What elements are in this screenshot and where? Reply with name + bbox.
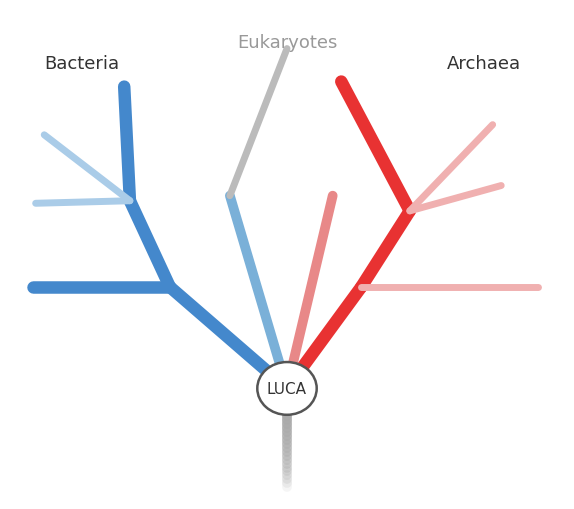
Circle shape [257, 362, 317, 415]
Text: Archaea: Archaea [447, 54, 521, 72]
Text: Eukaryotes: Eukaryotes [237, 34, 337, 52]
Text: Bacteria: Bacteria [44, 54, 119, 72]
Text: LUCA: LUCA [267, 381, 307, 396]
